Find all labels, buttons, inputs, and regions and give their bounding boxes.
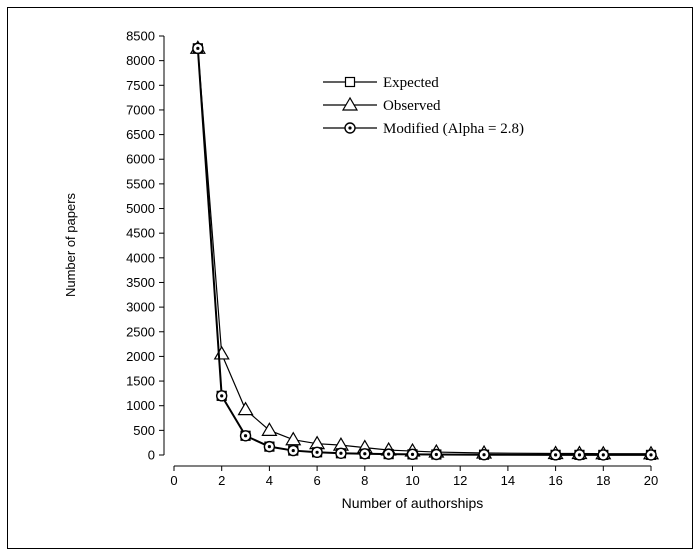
y-tick-label: 5500 — [126, 176, 155, 191]
data-point — [430, 448, 443, 461]
legend-marker — [341, 96, 359, 111]
y-tick-label: 2000 — [126, 349, 155, 364]
data-point — [573, 449, 586, 461]
legend-label: Expected — [383, 75, 439, 91]
legend-marker — [344, 76, 356, 88]
x-tick-label: 12 — [453, 473, 467, 488]
x-tick-label: 10 — [405, 473, 419, 488]
y-tick-label: 3000 — [126, 300, 155, 315]
series-layer — [189, 40, 660, 461]
y-tick-label: 500 — [133, 423, 155, 438]
x-tick-label: 2 — [218, 473, 225, 488]
legend-entry: Modified (Alpha = 2.8) — [323, 121, 524, 137]
y-tick-label: 8000 — [126, 53, 155, 68]
data-point — [287, 444, 299, 457]
x-tick-label: 14 — [501, 473, 515, 488]
y-tick-label: 7500 — [126, 78, 155, 93]
y-tick-label: 0 — [148, 448, 155, 463]
y-tick-label: 6000 — [126, 152, 155, 167]
series-line — [196, 48, 651, 456]
data-point — [359, 448, 371, 460]
legend-label: Observed — [383, 98, 441, 114]
y-tick-label: 8500 — [126, 29, 155, 44]
y-axis-title: Number of papers — [63, 192, 78, 297]
data-point — [237, 401, 254, 416]
x-tick-label: 0 — [170, 473, 177, 488]
data-point — [261, 422, 278, 436]
data-point — [597, 449, 609, 461]
x-tick-label: 8 — [361, 473, 368, 488]
x-tick-label: 4 — [266, 473, 273, 488]
data-point — [406, 448, 419, 461]
data-point — [645, 449, 657, 461]
data-point — [213, 345, 230, 360]
data-point — [335, 447, 347, 459]
y-tick-label: 6500 — [126, 127, 155, 142]
y-tick-label: 4000 — [126, 250, 155, 265]
series-line — [197, 48, 651, 455]
data-point — [263, 440, 276, 453]
y-tick-label: 1000 — [126, 398, 155, 413]
legend: Expected Observed Modified (Alpha = 2.8) — [323, 75, 524, 137]
y-tick-label: 4500 — [126, 226, 155, 241]
y-tick-label: 5000 — [126, 201, 155, 216]
data-point — [549, 449, 562, 461]
series-circle-dot — [192, 42, 657, 461]
legend-label: Modified (Alpha = 2.8) — [383, 121, 524, 137]
x-tick-label: 20 — [644, 473, 658, 488]
legend-marker — [344, 122, 356, 134]
y-tick-label: 3500 — [126, 275, 155, 290]
y-tick-label: 2500 — [126, 324, 155, 339]
data-point — [285, 431, 302, 446]
data-point — [311, 446, 323, 458]
x-axis-title: Number of authorships — [342, 495, 484, 511]
data-point — [192, 42, 204, 55]
data-point — [239, 430, 252, 442]
legend-entry: Observed — [323, 96, 441, 114]
x-tick-label: 18 — [596, 473, 610, 488]
legend-entry: Expected — [323, 75, 439, 91]
x-tick-label: 6 — [313, 473, 320, 488]
y-tick-label: 7000 — [126, 102, 155, 117]
data-point — [382, 448, 395, 460]
axes: 0 500 1000 1500 2000 2500 3000 3500 4000 4500 5000… — [126, 29, 658, 489]
data-point — [478, 449, 490, 461]
x-tick-label: 16 — [548, 473, 562, 488]
y-tick-label: 1500 — [126, 374, 155, 389]
data-point — [215, 390, 228, 402]
